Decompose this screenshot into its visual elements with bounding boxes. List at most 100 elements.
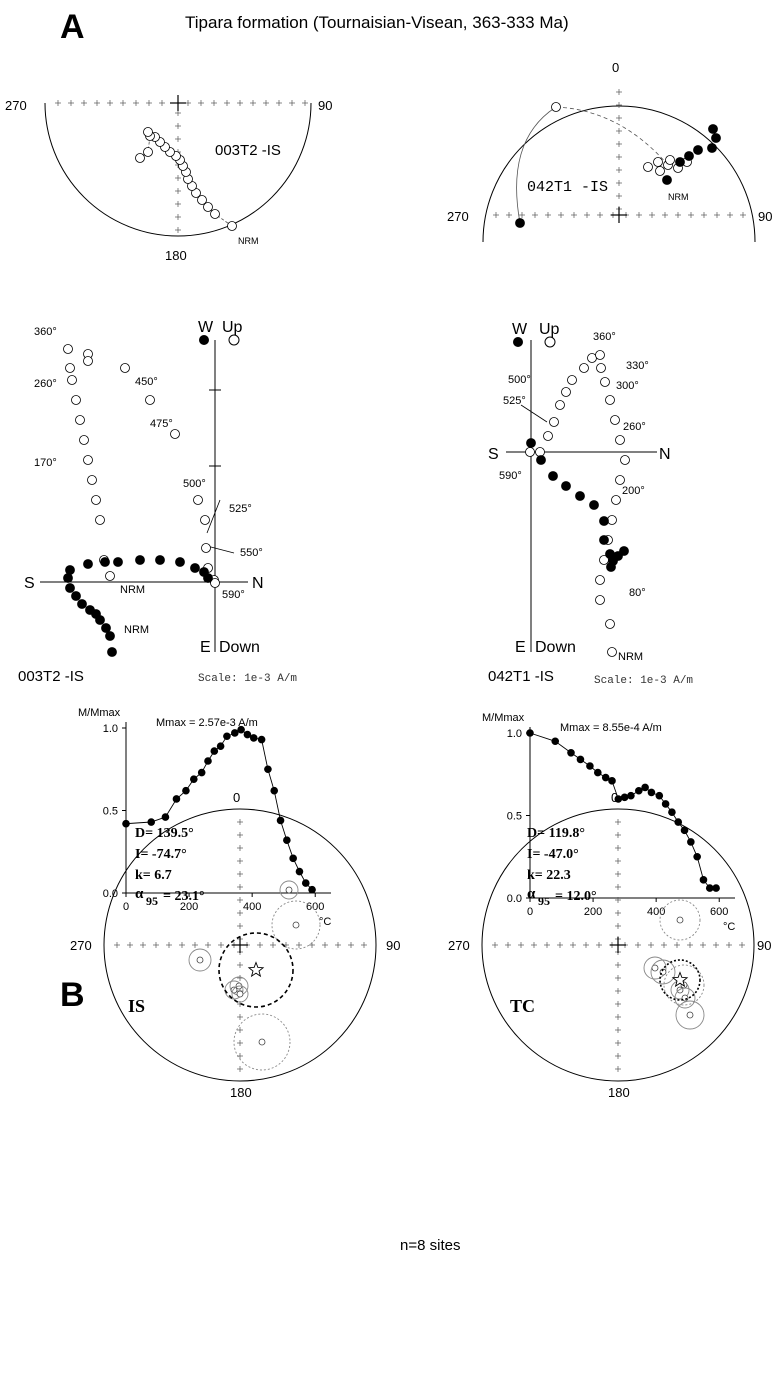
tick-label-180: 180 xyxy=(608,1085,630,1100)
upper-hemisphere-point xyxy=(210,578,220,588)
data-point xyxy=(231,729,239,737)
data-point xyxy=(620,793,629,802)
data-point xyxy=(204,757,212,765)
upper-hemisphere-point xyxy=(555,400,565,410)
specimen-label: 042T1 -IS xyxy=(488,668,554,685)
lower-hemisphere-point xyxy=(190,563,200,573)
y-tick-label: 0.0 xyxy=(103,888,118,900)
data-point xyxy=(661,800,670,808)
site-mean xyxy=(196,956,204,964)
upper-hemisphere-point xyxy=(615,475,625,485)
confidence-circle xyxy=(643,956,667,980)
tick-label-90: 90 xyxy=(318,98,332,113)
data-point xyxy=(693,852,701,861)
data-point xyxy=(295,867,304,876)
coordinate-label: TC xyxy=(510,996,535,1016)
y-tick-label: 1.0 xyxy=(507,728,522,740)
stat-alpha-subscript: 95 xyxy=(146,894,158,908)
stat-alpha-subscript: 95 xyxy=(538,894,550,908)
upper-hemisphere-point xyxy=(596,363,606,373)
upper-hemisphere-point xyxy=(549,417,559,427)
data-point xyxy=(687,838,695,846)
lower-hemisphere-point xyxy=(711,133,721,143)
upper-hemisphere-point xyxy=(595,575,605,585)
lower-hemisphere-point xyxy=(589,500,599,510)
net-crosshair xyxy=(492,819,745,1072)
lower-hemisphere-point xyxy=(662,175,672,185)
data-point xyxy=(308,885,316,894)
step-labels: 360° 330° 300° 500° 525° 260° 590° 200° 80° NRM xyxy=(499,331,649,663)
site-means xyxy=(188,880,321,1071)
site-mean xyxy=(236,990,244,998)
upper-hemisphere-point xyxy=(63,344,73,354)
data-point xyxy=(699,876,708,884)
upper-hemisphere-point xyxy=(643,162,653,172)
data-point xyxy=(122,819,130,828)
stat-alpha-symbol: α xyxy=(135,886,144,902)
upper-hemisphere-point xyxy=(535,447,545,457)
data-point xyxy=(210,747,219,755)
series-line xyxy=(529,732,717,889)
data-point xyxy=(614,795,623,803)
site-mean xyxy=(676,916,684,924)
site-mean xyxy=(686,1011,694,1019)
upper-hemisphere-point xyxy=(203,202,213,212)
lower-hemisphere-point xyxy=(155,555,165,565)
lower-hemisphere-point xyxy=(707,143,717,153)
upper-hemisphere-point xyxy=(600,377,610,387)
data-point xyxy=(172,795,181,803)
data-point xyxy=(594,768,602,777)
legend-filled-circle xyxy=(513,337,523,347)
tick-label-270: 270 xyxy=(70,938,92,953)
step-label: NRM xyxy=(120,584,145,596)
step-label: 500° xyxy=(508,374,531,386)
upper-hemisphere-point xyxy=(95,515,105,525)
upper-hemisphere-point xyxy=(605,619,615,629)
upper-hemisphere-point xyxy=(91,495,101,505)
mean-direction-star xyxy=(671,971,689,988)
stat-alpha-value: = 12.0° xyxy=(555,889,597,904)
upper-hemisphere-point xyxy=(143,127,153,137)
upper-hemisphere-point xyxy=(595,350,605,360)
step-label: 170° xyxy=(34,457,57,469)
data-point xyxy=(147,818,156,826)
x-tick-label: 600 xyxy=(306,901,324,913)
axis-label-n: N xyxy=(252,575,264,592)
upper-hemisphere-point xyxy=(65,363,75,373)
upper-hemisphere-point xyxy=(67,375,77,385)
upper-hemisphere-point xyxy=(653,157,663,167)
lower-hemisphere-point xyxy=(515,218,525,228)
step-label: 525° xyxy=(229,503,252,515)
axis-label-s: S xyxy=(24,575,35,592)
x-tick-label: 0 xyxy=(123,901,129,913)
data-point xyxy=(237,725,245,734)
lower-hemisphere-point xyxy=(526,438,536,448)
axis-label-e: E xyxy=(200,639,211,656)
y-axis-label: M/Mmax xyxy=(482,712,525,724)
data-point xyxy=(289,854,297,863)
demag-curve-003T2: 0.0 0.5 1.0 0 200 400 600 M/Mmax °C Mmax = 2.57e-… xyxy=(78,707,331,928)
tick-label-180: 180 xyxy=(230,1085,252,1100)
upper-hemisphere-point xyxy=(525,447,535,457)
confidence-circle xyxy=(663,964,705,1006)
x-axis-label: °C xyxy=(319,916,331,928)
lower-hemisphere-point xyxy=(599,535,609,545)
y-tick-label: 1.0 xyxy=(103,723,118,735)
upper-hemisphere-point xyxy=(210,209,220,219)
data-point xyxy=(182,786,190,795)
data-point xyxy=(270,786,279,795)
lower-hemisphere-point xyxy=(548,471,558,481)
upper-hemisphere-point xyxy=(79,435,89,445)
data-point xyxy=(197,768,206,777)
tick-label-0: 0 xyxy=(611,790,618,805)
upper-hemisphere-point xyxy=(197,195,207,205)
lower-hemisphere-point xyxy=(83,559,93,569)
lower-hemisphere-point xyxy=(101,623,111,633)
leader-line xyxy=(520,404,548,423)
tick-label-90: 90 xyxy=(757,938,771,953)
step-label: 200° xyxy=(622,485,645,497)
step-label: 360° xyxy=(34,326,57,338)
lower-hemisphere-point xyxy=(619,546,629,556)
scale-label: Scale: 1e-3 A/m xyxy=(594,675,693,687)
legend-open-circle xyxy=(228,334,240,346)
